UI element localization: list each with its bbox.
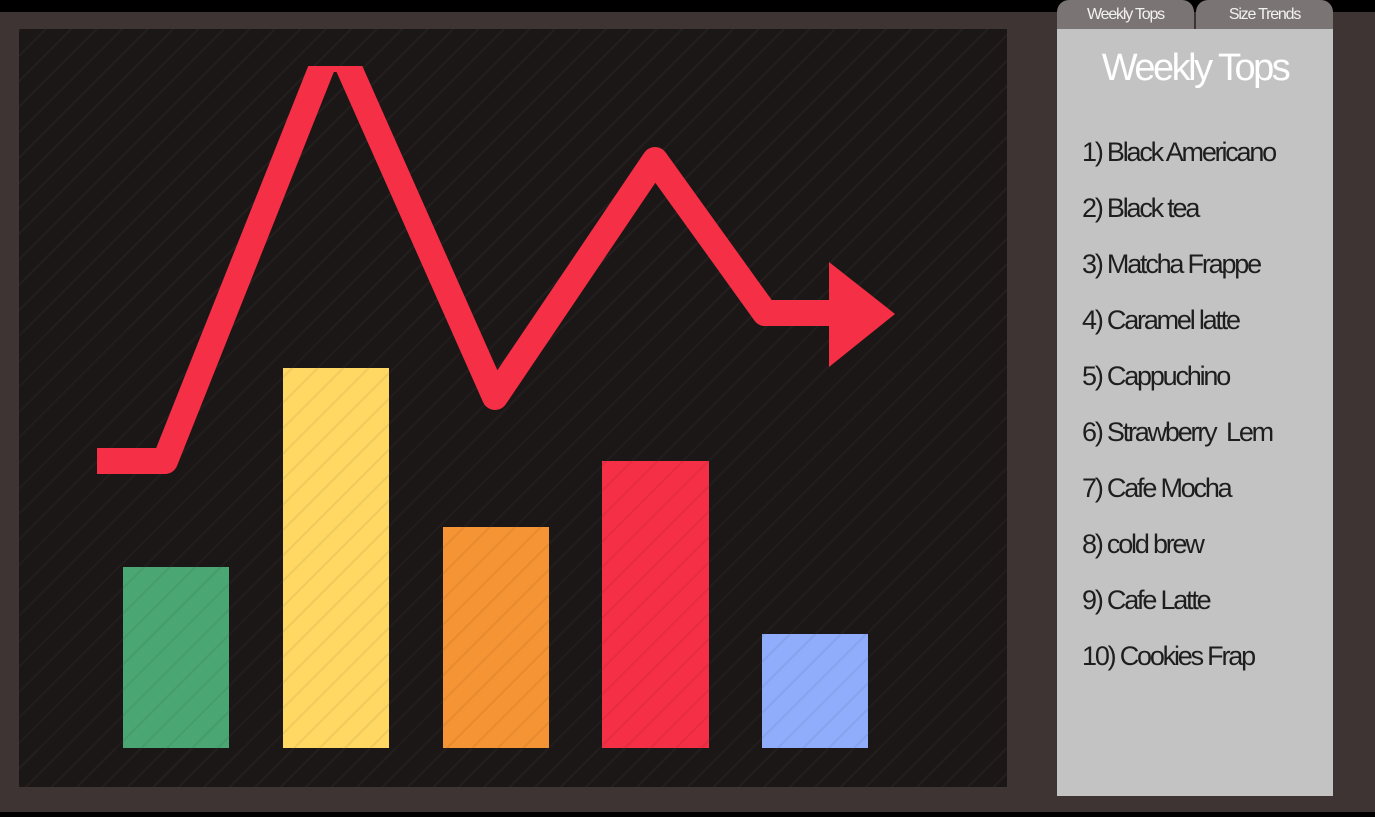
trend-line	[97, 66, 839, 474]
list-item: 1) Black Americano	[1082, 137, 1277, 167]
side-panel: Weekly Tops 1) Black Americano 2) Black t…	[1057, 29, 1333, 796]
list-item: 4) Caramel latte	[1082, 305, 1241, 335]
list-item: 7) Cafe Mocha	[1082, 473, 1233, 503]
tab[interactable]: Weekly Tops	[1057, 0, 1194, 29]
list-item: 10) Cookies Frap	[1082, 641, 1256, 671]
list-item: 2) Black tea	[1082, 193, 1200, 223]
list-item: 8) cold brew	[1082, 529, 1205, 559]
arrow-head	[829, 262, 895, 367]
list-item: 3) Matcha Frappe	[1082, 249, 1262, 279]
list-item: 5) Cappuchino	[1082, 361, 1231, 391]
trend-arrow	[97, 66, 895, 474]
list-item: 9) Cafe Latte	[1082, 585, 1212, 615]
panel-title: Weekly Tops	[1101, 47, 1291, 89]
illustration	[19, 29, 1007, 787]
list-item: 6) Strawberry Lem	[1082, 417, 1274, 447]
top-list: 1) Black Americano 2) Black tea 3) Matcha …	[1082, 137, 1277, 697]
tab[interactable]: Size Trends	[1196, 0, 1333, 29]
